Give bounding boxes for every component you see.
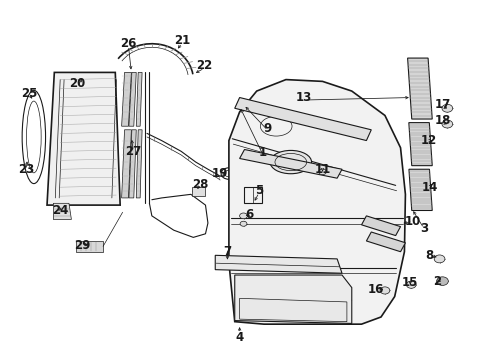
Text: 3: 3 [419, 222, 427, 235]
Circle shape [268, 121, 271, 123]
Circle shape [283, 125, 286, 127]
Circle shape [265, 125, 268, 127]
Circle shape [379, 287, 389, 294]
Circle shape [281, 129, 283, 131]
Circle shape [441, 104, 452, 112]
Text: 16: 16 [367, 283, 384, 296]
Text: 6: 6 [245, 208, 253, 221]
Circle shape [240, 221, 246, 226]
Polygon shape [136, 72, 142, 126]
Text: 17: 17 [433, 98, 449, 111]
Circle shape [406, 281, 415, 288]
Polygon shape [129, 130, 136, 198]
Text: 11: 11 [314, 163, 330, 176]
Polygon shape [228, 80, 405, 324]
Polygon shape [122, 130, 131, 198]
Text: 22: 22 [196, 59, 212, 72]
Polygon shape [408, 169, 431, 211]
Polygon shape [234, 98, 370, 140]
Text: 5: 5 [254, 184, 263, 197]
Text: 15: 15 [401, 276, 418, 289]
Ellipse shape [269, 150, 311, 174]
Circle shape [274, 120, 277, 122]
Circle shape [274, 131, 277, 133]
Text: 19: 19 [211, 167, 228, 180]
Text: 29: 29 [74, 239, 91, 252]
Polygon shape [122, 72, 131, 126]
Text: 21: 21 [174, 34, 190, 48]
Polygon shape [408, 123, 431, 166]
Polygon shape [191, 187, 205, 196]
Text: 18: 18 [433, 114, 450, 127]
Text: 25: 25 [21, 87, 37, 100]
Polygon shape [215, 255, 341, 273]
Text: 14: 14 [421, 181, 437, 194]
Polygon shape [129, 72, 136, 126]
Text: 27: 27 [125, 145, 141, 158]
Text: 23: 23 [18, 163, 34, 176]
Text: 7: 7 [223, 245, 231, 258]
Circle shape [281, 121, 283, 123]
Text: 9: 9 [263, 122, 271, 135]
Text: 4: 4 [235, 330, 243, 343]
Circle shape [433, 255, 444, 263]
Polygon shape [136, 130, 142, 198]
Polygon shape [239, 298, 346, 321]
Circle shape [239, 213, 247, 219]
Text: 28: 28 [192, 178, 208, 191]
Text: 12: 12 [420, 134, 436, 147]
Polygon shape [76, 241, 103, 252]
Text: 13: 13 [295, 91, 311, 104]
Text: 26: 26 [120, 37, 136, 50]
Circle shape [318, 169, 326, 175]
Polygon shape [47, 72, 120, 205]
Polygon shape [239, 149, 341, 178]
Circle shape [441, 120, 452, 128]
Polygon shape [407, 58, 431, 119]
Text: 1: 1 [259, 145, 266, 158]
Polygon shape [234, 275, 351, 323]
Polygon shape [366, 232, 405, 252]
Text: 10: 10 [404, 215, 420, 228]
Text: 20: 20 [69, 77, 86, 90]
Circle shape [198, 189, 204, 194]
Text: 8: 8 [425, 249, 433, 262]
Text: 2: 2 [432, 275, 440, 288]
Polygon shape [361, 216, 400, 235]
Text: 24: 24 [52, 204, 68, 217]
Polygon shape [53, 203, 71, 220]
Circle shape [268, 129, 271, 131]
Circle shape [436, 277, 447, 285]
Circle shape [192, 189, 198, 194]
